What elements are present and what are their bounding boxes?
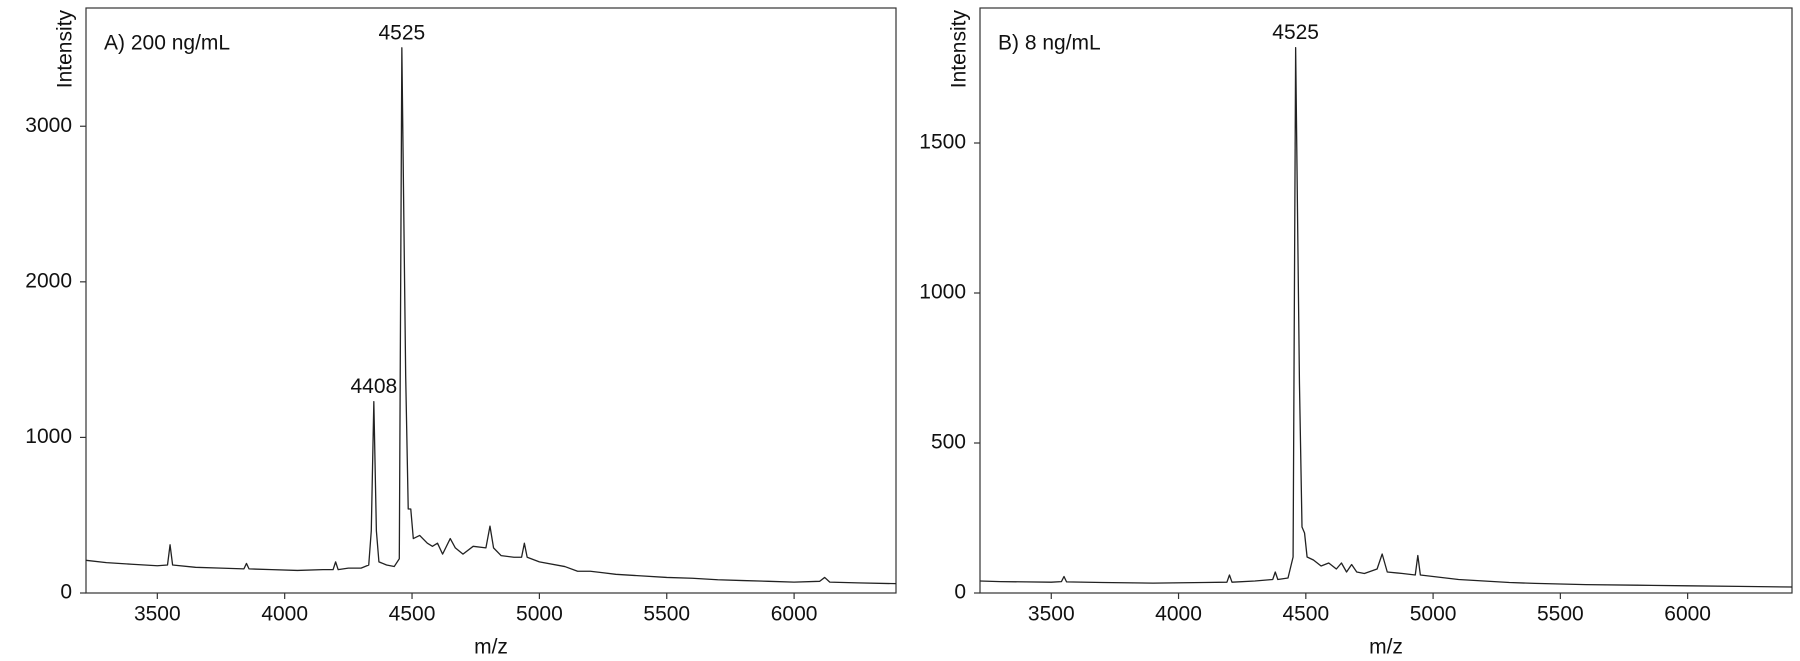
- y-tick-label: 3000: [25, 114, 72, 137]
- y-tick-label: 1000: [919, 281, 966, 304]
- peak-label: 4525: [378, 21, 425, 44]
- x-tick-label: 5000: [1410, 603, 1457, 626]
- peak-label: 4525: [1272, 21, 1319, 44]
- x-tick-label: 4500: [389, 603, 436, 626]
- y-axis-label: Intensity: [54, 10, 77, 89]
- y-tick-label: 0: [954, 581, 966, 604]
- spectrum-line: [85, 47, 897, 585]
- plot-frame: [85, 7, 897, 594]
- y-tick-label: 0: [60, 581, 72, 604]
- x-tick-label: 5500: [643, 603, 690, 626]
- x-axis-label: m/z: [1369, 636, 1403, 659]
- x-tick-label: 5000: [516, 603, 563, 626]
- y-tick-label: 2000: [25, 269, 72, 292]
- panel-title: B) 8 ng/mL: [998, 32, 1101, 55]
- x-tick-label: 3500: [1028, 603, 1075, 626]
- y-tick-label: 1000: [25, 425, 72, 448]
- peak-label: 4408: [350, 375, 397, 398]
- x-tick-label: 3500: [134, 603, 181, 626]
- x-tick-label: 6000: [1664, 603, 1711, 626]
- x-tick-label: 4500: [1282, 603, 1329, 626]
- y-tick-label: 500: [931, 431, 966, 454]
- y-axis-label: Intensity: [948, 10, 971, 89]
- plot-frame: [979, 7, 1793, 594]
- x-tick-label: 4000: [1155, 603, 1202, 626]
- x-axis-label: m/z: [474, 636, 508, 659]
- spectrum-line: [979, 46, 1793, 588]
- x-tick-label: 4000: [261, 603, 308, 626]
- y-tick-label: 1500: [919, 131, 966, 154]
- x-tick-label: 5500: [1537, 603, 1584, 626]
- panel-title: A) 200 ng/mL: [104, 32, 230, 55]
- x-tick-label: 6000: [771, 603, 818, 626]
